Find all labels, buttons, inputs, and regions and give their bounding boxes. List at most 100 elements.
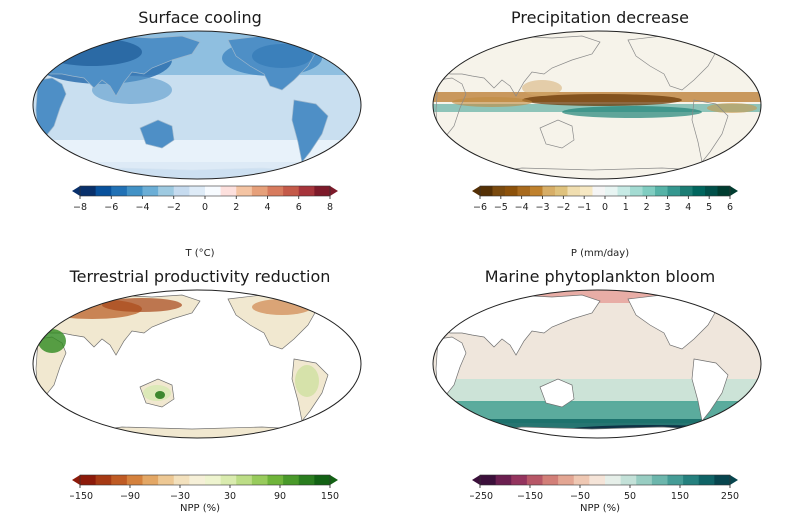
field-anomaly (452, 97, 532, 107)
colorbar: −8 −6 −4 −2 0 2 4 6 8 (72, 185, 338, 213)
colorbar-tick-label: −2 (556, 202, 570, 213)
panel-precipitation-decrease: Precipitation decrease −6 −5 −4 −3 −2 −1 0 1 2 3 4… (400, 0, 800, 265)
field-band (433, 401, 761, 423)
field-anomaly (522, 94, 682, 106)
colorbar-swatch (205, 186, 222, 196)
colorbar-swatch (267, 475, 284, 485)
colorbar-swatch (267, 186, 284, 196)
colorbar-swatch (573, 475, 590, 485)
colorbar: −150 −90 −30 30 90 150 (70, 474, 339, 502)
colorbar-swatch (173, 186, 190, 196)
landmass-southAmerica (691, 99, 729, 163)
colorbar-swatch (692, 186, 706, 196)
colorbar-swatch (605, 475, 622, 485)
colorbar-tick-label: 150 (671, 491, 689, 502)
colorbar-swatch (158, 475, 175, 485)
field-anomaly (38, 329, 66, 353)
colorbar-tick-label: 8 (327, 202, 333, 213)
colorbar-swatch (558, 475, 575, 485)
landmass-greenland (731, 294, 753, 310)
colorbar-extend-high (730, 186, 738, 196)
colorbar-swatch (142, 475, 159, 485)
colorbar-swatch (95, 186, 112, 196)
colorbar-outline (479, 474, 731, 486)
colorbar-swatch (220, 475, 237, 485)
colorbar-extend-high (330, 186, 338, 196)
panel-surface-cooling: Surface cooling −8 −6 −4 −2 0 2 4 6 8 T (°C) (0, 0, 400, 265)
colorbar-swatch (236, 186, 253, 196)
colorbar-tick-label: 4 (685, 202, 691, 213)
colorbar-tick-label: −8 (73, 202, 87, 213)
map-content (433, 31, 761, 179)
colorbar-swatch (95, 475, 112, 485)
colorbar-swatch (642, 186, 656, 196)
colorbar-extend-low (472, 186, 480, 196)
colorbar-tick-label: −6 (473, 202, 487, 213)
field-anomaly (562, 106, 702, 118)
landmass-australia (539, 378, 575, 408)
colorbar-label: T (°C) (185, 248, 215, 259)
colorbar-tick-label: −90 (120, 491, 140, 502)
colorbar-tick-label: 90 (274, 491, 286, 502)
landmass-australia (539, 119, 575, 149)
colorbar-tick-label: 5 (706, 202, 712, 213)
colorbar-tick-label: 2 (233, 202, 239, 213)
colorbar-tick-label: 1 (623, 202, 629, 213)
colorbar-swatch (189, 475, 206, 485)
colorbar-tick-label: 250 (721, 491, 739, 502)
colorbar-extend-low (472, 475, 480, 485)
colorbar-swatch (526, 475, 543, 485)
colorbar-swatch (495, 475, 512, 485)
colorbar-swatch (651, 475, 668, 485)
landmass-australia (139, 119, 175, 149)
colorbar: −250 −150 −50 50 150 250 (470, 474, 739, 502)
colorbar-tick-label: −6 (104, 202, 118, 213)
colorbar-swatch (505, 186, 518, 196)
colorbar-tick-label: −4 (515, 202, 529, 213)
colorbar-swatch (220, 186, 237, 196)
colorbar-swatch (205, 475, 222, 485)
colorbar-swatch (251, 475, 268, 485)
colorbar-swatch (173, 475, 190, 485)
field-anomaly (295, 365, 319, 397)
colorbar-tick-label: −250 (470, 491, 493, 502)
landmass-greenland (331, 35, 353, 51)
field-band (33, 162, 361, 179)
colorbar-swatch (630, 186, 643, 196)
panel-marine-phytoplankton: Marine phytoplankton bloom −250 −150 −50 50… (400, 265, 800, 530)
colorbar-tick-label: −150 (70, 491, 93, 502)
colorbar-swatch (717, 186, 731, 196)
field-anomaly (42, 38, 142, 66)
colorbar-swatch (580, 186, 593, 196)
colorbar-swatch (705, 186, 718, 196)
field-anomaly (707, 103, 757, 113)
colorbar-swatch (667, 186, 681, 196)
colorbar-tick-label: −4 (135, 202, 149, 213)
colorbar-extend-low (72, 186, 80, 196)
field-anomaly (252, 44, 312, 68)
panel-title: Precipitation decrease (511, 8, 689, 27)
colorbar-outline (79, 474, 331, 486)
colorbar-swatch (592, 186, 606, 196)
colorbar-tick-label: 0 (602, 202, 608, 213)
landmass-antarctica (441, 426, 753, 438)
landmass-southAmerica (691, 358, 729, 422)
colorbar-swatch (655, 186, 668, 196)
colorbar-tick-label: −2 (167, 202, 181, 213)
colorbar-swatch (698, 475, 715, 485)
colorbar-tick-label: −3 (535, 202, 549, 213)
colorbar-swatch (555, 186, 568, 196)
colorbar-swatch (298, 186, 315, 196)
colorbar-swatch (542, 475, 559, 485)
colorbar-swatch (617, 186, 631, 196)
colorbar-tick-label: −30 (170, 491, 190, 502)
colorbar-swatch (80, 186, 97, 196)
colorbar-tick-label: 0 (202, 202, 208, 213)
landmass-greenland (331, 294, 353, 310)
colorbar-tick-label: 3 (664, 202, 670, 213)
colorbar-swatch (314, 186, 331, 196)
colorbar-swatch (589, 475, 606, 485)
colorbar-swatch (80, 475, 97, 485)
colorbar-swatch (530, 186, 543, 196)
colorbar-tick-label: 30 (224, 491, 236, 502)
